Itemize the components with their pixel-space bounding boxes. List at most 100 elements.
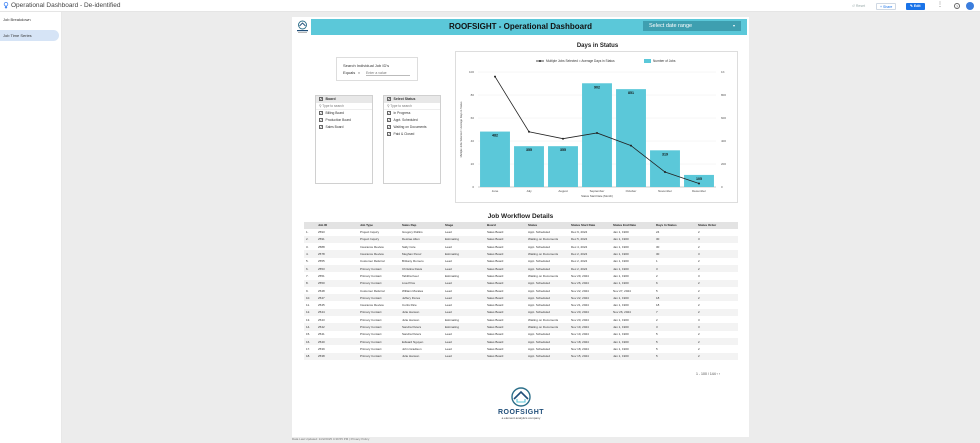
table-row[interactable]: 4. 2578 Insurance Review Meghan Perez Estima… <box>304 250 738 258</box>
table-cell: 12. <box>304 308 316 317</box>
report-title[interactable]: Operational Dashboard - De-identified <box>11 2 121 9</box>
table-cell: 5 <box>654 337 696 346</box>
status-filter-item[interactable]: ✓ Appt. Scheduled <box>384 117 440 124</box>
status-filter-item[interactable]: ✓ Waiting on Documents <box>384 124 440 131</box>
status-filter-header[interactable]: ✓ Select Status <box>384 96 440 103</box>
column-header[interactable]: Status End Date <box>611 222 654 229</box>
table-cell: Primary Contact <box>360 332 382 337</box>
avatar[interactable] <box>966 2 974 10</box>
table-row[interactable]: 16. 2540 Primary Contact Edward Nguyen Lead S… <box>304 337 738 346</box>
search-input[interactable] <box>366 70 410 76</box>
table-row[interactable]: 2. 2591 Project Inquiry Desirae Allen Estima… <box>304 235 738 244</box>
column-header[interactable]: Job Type <box>358 222 400 229</box>
table-cell: Appt. Scheduled <box>528 303 551 308</box>
table-cell: 2 <box>696 352 738 360</box>
table-cell: 13. <box>306 317 311 322</box>
search-operator-select[interactable]: Equals ▾ <box>343 70 360 75</box>
table-cell: Waiting on Documents <box>526 235 569 244</box>
board-filter-item[interactable]: ✓ Production Board <box>316 117 372 124</box>
table-cell: 2591 <box>316 235 358 244</box>
bar-data-label: 482 <box>492 134 498 138</box>
table-row[interactable]: 13. 2543 Primary Contact Julie Hanson Estima… <box>304 316 738 323</box>
column-header[interactable]: Status <box>526 222 569 229</box>
column-header[interactable]: Status Order <box>696 222 738 229</box>
column-header[interactable] <box>304 222 316 229</box>
table-cell: Appt. Scheduled <box>528 288 551 293</box>
column-header[interactable]: Stage <box>443 222 485 229</box>
table-cell: 2 <box>656 317 658 322</box>
board-filter-item[interactable]: ✓ Sales Board <box>316 124 372 131</box>
table-row[interactable]: 15. 2541 Primary Contact Sandra Peters Lead S… <box>304 331 738 338</box>
table-cell: 2 <box>698 288 700 293</box>
table-cell: 3 <box>698 273 700 278</box>
job-id-search-control: Search Individual Job ID's Equals ▾ <box>336 57 418 81</box>
table-cell: William Morales <box>402 288 424 293</box>
line-point <box>528 130 530 133</box>
sidebar-item-job-time-series[interactable]: Job Time Series <box>0 30 59 41</box>
status-filter-search[interactable]: ⚲ Type to search <box>384 103 440 110</box>
help-icon[interactable]: ? <box>954 2 960 9</box>
table-row[interactable]: 10. 2547 Primary Contact Jeffery Flores Lead… <box>304 294 738 302</box>
table-row[interactable]: 8. 2550 Primary Contact Lisa Price Lead Sales… <box>304 279 738 287</box>
bar-data-label: 902 <box>594 85 600 89</box>
footer-brand: ROOFSIGHT <box>497 409 545 416</box>
table-cell: Jan 1, 1900 <box>613 244 629 249</box>
table-pagination[interactable]: 1 - 100 / 144 ‹ › <box>696 372 720 376</box>
table-row[interactable]: 18. 2538 Primary Contact Julie Hanson Lead Sa… <box>304 352 738 360</box>
status-filter-item[interactable]: ✓ In Progress <box>384 110 440 117</box>
table-cell: Sales Board <box>487 288 504 293</box>
table-cell: Dec 2, 2024 <box>569 264 611 273</box>
table-cell: Primary Contact <box>358 352 400 360</box>
table-row[interactable]: 7. 2551 Primary Contact Tabitha Keel Estimat… <box>304 272 738 279</box>
reset-button[interactable]: ↺ Reset <box>852 4 866 8</box>
status-filter-item[interactable]: ✓ Paid & Closed <box>384 131 440 138</box>
table-cell: Nov 22, 2024 <box>569 294 611 302</box>
table-cell: Nov 18, 2024 <box>569 337 611 346</box>
table-cell: 18 <box>656 303 660 308</box>
x-tick-label: November <box>658 189 672 193</box>
table-cell: Jan 1, 1900 <box>611 352 654 360</box>
chevron-left-icon[interactable]: ‹ <box>716 372 718 376</box>
chevron-right-icon[interactable]: › <box>718 372 720 376</box>
days-in-status-chart[interactable]: Days in Status 0 20 40 60 80 100 0 200 400 600 800… <box>455 43 738 203</box>
table-row[interactable]: 12. 2544 Primary Contact Julie Hanson Lead Sa… <box>304 308 738 317</box>
column-header[interactable]: Status Start Date <box>569 222 611 229</box>
table-cell: 10. <box>304 294 316 302</box>
table-row[interactable]: 17. 2539 Primary Contact John Gradison Lead S… <box>304 345 738 352</box>
table-row[interactable]: 9. 2548 Customer Referral William Morales Le… <box>304 287 738 294</box>
column-header[interactable]: Job ID <box>316 222 358 229</box>
roof-logo-icon <box>511 387 531 407</box>
table-row[interactable]: 6. 2553 Primary Contact Christina Davis Lead… <box>304 264 738 273</box>
column-header[interactable]: Board <box>485 222 526 229</box>
y-right-tick-label: 0 <box>721 185 723 189</box>
table-cell: Estimating <box>443 250 485 258</box>
table-cell: 1. <box>306 230 309 235</box>
date-range-select[interactable]: Select date range <box>643 21 741 31</box>
share-button[interactable]: + Share <box>876 2 897 10</box>
status-filter-list: ✓ Select Status ⚲ Type to search ✓ In Prog… <box>383 95 441 184</box>
table-cell: Sales Board <box>485 294 526 302</box>
board-filter-search[interactable]: ⚲ Type to search <box>316 103 372 110</box>
column-header[interactable]: Days In Status <box>654 222 696 229</box>
table-cell: Sales Board <box>487 332 504 337</box>
table-cell: 2542 <box>316 323 358 331</box>
table-row[interactable]: 14. 2542 Primary Contact Sandra Peters Estim… <box>304 323 738 331</box>
table-row[interactable]: 1. 2593 Project Inquiry Gregory Rollins Lead… <box>304 229 738 236</box>
more-options-icon[interactable]: ⋮ <box>937 2 943 8</box>
column-header[interactable]: Sales Rep <box>400 222 443 229</box>
table-cell: 2541 <box>318 332 325 337</box>
board-filter-item-label: Billing Board <box>325 111 345 115</box>
edit-button[interactable]: ✎ Edit <box>906 2 925 10</box>
table-cell: 11. <box>306 303 310 308</box>
sidebar-item-job-breakdown[interactable]: Job Breakdown <box>3 17 31 22</box>
table-row[interactable]: 5. 2555 Customer Referral Brittany Romero Le… <box>304 258 738 265</box>
table-cell: 8. <box>304 279 316 287</box>
reset-label: Reset <box>855 4 866 8</box>
board-filter-title: Board <box>325 97 336 101</box>
board-filter-item[interactable]: ✓ Billing Board <box>316 110 372 117</box>
table-row[interactable]: 3. 2588 Insurance Review Sally Cole Lead Sale… <box>304 243 738 250</box>
checkbox-icon: ✓ <box>387 132 391 137</box>
table-row[interactable]: 11. 2545 Insurance Review Curtis Rice Lead Sa… <box>304 301 738 308</box>
board-filter-header[interactable]: ✓ Board <box>316 96 372 103</box>
table-cell: 2548 <box>318 288 325 293</box>
